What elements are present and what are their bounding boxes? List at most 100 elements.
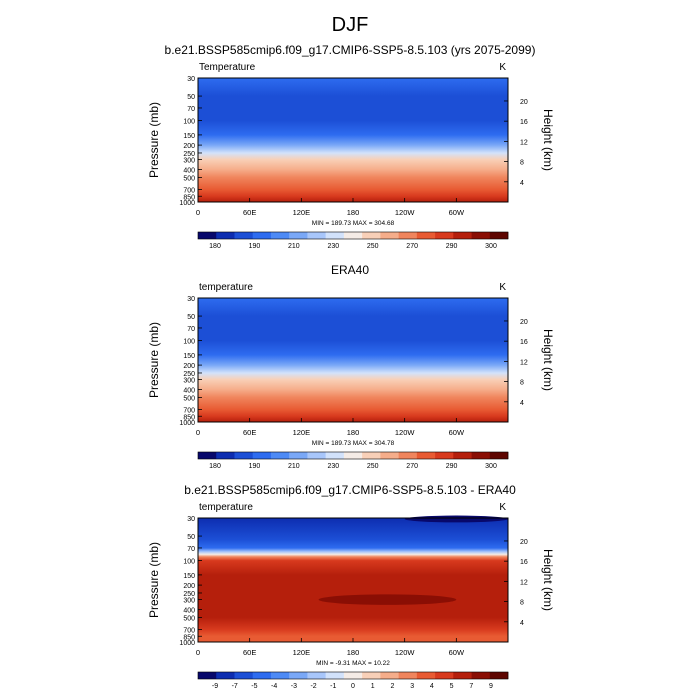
colorbar-label: -3 — [291, 683, 297, 690]
stats-label: MIN = 189.73 MAX = 304.68 — [312, 220, 395, 227]
colorbar-swatch — [471, 672, 491, 679]
colorbar-swatch — [307, 232, 326, 239]
colorbar-swatch — [325, 452, 345, 459]
height-axis: 4 8 12 16 20 — [504, 539, 528, 627]
colorbar-label: 7 — [469, 683, 473, 690]
colorbar-label: -5 — [251, 683, 257, 690]
height-tick-label: 20 — [520, 319, 528, 326]
units-label: K — [499, 282, 506, 293]
height-tick-label: 8 — [520, 380, 524, 387]
field-label: temperature — [199, 282, 253, 293]
y-tick-label: 1000 — [179, 640, 195, 647]
y-tick-label: 500 — [183, 395, 195, 402]
y-tick-label: 850 — [183, 194, 195, 201]
colorbar-swatch — [307, 452, 326, 459]
colorbar-swatch — [343, 672, 363, 679]
colorbar-label: 290 — [446, 243, 458, 250]
y-tick-label: 200 — [183, 583, 195, 590]
colorbar-swatch — [471, 232, 491, 239]
height-tick-label: 16 — [520, 119, 528, 126]
colorbar-swatch — [270, 672, 290, 679]
colorbar-swatch — [234, 672, 254, 679]
x-tick-label: 180 — [347, 648, 360, 657]
x-tick-label: 60W — [449, 208, 465, 217]
colorbar-swatch — [198, 672, 217, 679]
x-tick-label: 180 — [347, 208, 360, 217]
height-tick-label: 16 — [520, 339, 528, 346]
colorbar-label: 250 — [367, 463, 379, 470]
height-tick-label: 20 — [520, 539, 528, 546]
colorbar-swatch — [453, 232, 472, 239]
y-tick-label: 850 — [183, 634, 195, 641]
colorbar-label: 180 — [209, 463, 221, 470]
chart-panel-3: b.e21.BSSP585cmip6.f09_g17.CMIP6-SSP5-8.… — [147, 483, 555, 690]
colorbar-label: 2 — [390, 683, 394, 690]
stats-label: MIN = -9.31 MAX = 10.22 — [316, 660, 390, 667]
colorbar-swatch — [234, 452, 254, 459]
colorbar-label: -9 — [212, 683, 218, 690]
colorbar-swatch — [435, 452, 454, 459]
height-tick-label: 4 — [520, 180, 524, 187]
y-tick-label: 400 — [183, 168, 195, 175]
colorbar-swatch — [416, 452, 436, 459]
y-tick-label: 700 — [183, 187, 195, 194]
colorbar-swatch — [380, 672, 399, 679]
y-tick-label: 1000 — [179, 200, 195, 207]
field-blob — [404, 515, 509, 523]
colorbar-swatch — [325, 232, 345, 239]
panel-title: b.e21.BSSP585cmip6.f09_g17.CMIP6-SSP5-8.… — [165, 43, 536, 57]
height-axis-label: Height (km) — [541, 549, 555, 611]
colorbar-frame — [197, 231, 509, 240]
colorbar-swatch — [270, 232, 290, 239]
colorbar-swatch — [216, 452, 235, 459]
colorbar-label: 270 — [406, 463, 418, 470]
height-tick-label: 8 — [520, 160, 524, 167]
colorbar-label: 210 — [288, 463, 300, 470]
height-axis-label: Height (km) — [541, 329, 555, 391]
y-tick-label: 150 — [183, 353, 195, 360]
colorbar-swatch — [362, 452, 381, 459]
height-axis-label: Height (km) — [541, 109, 555, 171]
panel-title: ERA40 — [331, 263, 369, 277]
colorbar-swatch — [471, 452, 491, 459]
colorbar-swatch — [216, 232, 235, 239]
colorbar-swatch — [289, 672, 308, 679]
colorbar-swatch — [343, 232, 363, 239]
colorbar-label: 300 — [485, 243, 497, 250]
y-tick-label: 1000 — [179, 420, 195, 427]
units-label: K — [499, 502, 506, 513]
colorbar-label: 4 — [430, 683, 434, 690]
colorbar-swatch — [234, 232, 254, 239]
y-tick-label: 70 — [187, 106, 195, 113]
y-tick-label: 70 — [187, 546, 195, 553]
y-tick-label: 300 — [183, 597, 195, 604]
colorbar: -9 -7 -5 -4 -3 -2 -1 0 1 2 3 4 5 7 9 — [197, 671, 509, 690]
height-tick-label: 12 — [520, 579, 528, 586]
colorbar-swatch — [307, 672, 326, 679]
field-label: temperature — [199, 502, 253, 513]
colorbar-swatch — [398, 232, 418, 239]
x-tick-label: 0 — [196, 428, 200, 437]
x-axis: 0 60E 120E 180 120W 60W — [196, 198, 465, 217]
y-tick-label: 200 — [183, 143, 195, 150]
y-tick-label: 700 — [183, 627, 195, 634]
colorbar-swatch — [252, 672, 272, 679]
colorbar-swatch — [362, 232, 381, 239]
colorbar-swatch — [380, 452, 399, 459]
colorbar-label: -4 — [271, 683, 277, 690]
colorbar-swatch — [489, 232, 509, 239]
y-tick-label: 500 — [183, 175, 195, 182]
colorbar-swatch — [453, 672, 472, 679]
colorbar-swatch — [198, 232, 217, 239]
colorbar: 180 190 210 230 250 270 290 300 — [197, 451, 509, 470]
colorbar-swatch — [289, 452, 308, 459]
x-tick-label: 120W — [395, 208, 416, 217]
colorbar-label: 190 — [249, 463, 261, 470]
y-tick-label: 30 — [187, 296, 195, 303]
chart-panel-1: b.e21.BSSP585cmip6.f09_g17.CMIP6-SSP5-8.… — [147, 43, 555, 250]
x-tick-label: 0 — [196, 208, 200, 217]
colorbar-swatch — [270, 452, 290, 459]
colorbar-swatch — [252, 452, 272, 459]
x-tick-label: 120E — [293, 648, 311, 657]
